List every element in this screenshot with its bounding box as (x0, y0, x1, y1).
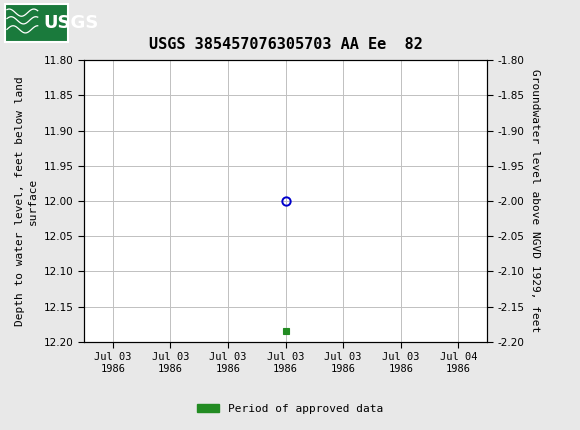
Text: USGS: USGS (44, 14, 99, 31)
Y-axis label: Depth to water level, feet below land
surface: Depth to water level, feet below land su… (15, 76, 38, 326)
Legend: Period of approved data: Period of approved data (193, 399, 387, 418)
FancyBboxPatch shape (5, 3, 68, 42)
Title: USGS 385457076305703 AA Ee  82: USGS 385457076305703 AA Ee 82 (149, 37, 422, 52)
Y-axis label: Groundwater level above NGVD 1929, feet: Groundwater level above NGVD 1929, feet (530, 69, 540, 333)
